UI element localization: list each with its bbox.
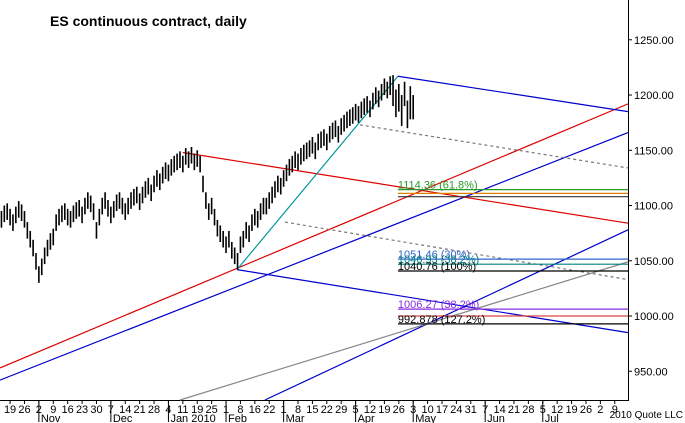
y-tick-label: 1200.00 [634, 90, 674, 102]
x-tick-label: 19 [565, 404, 577, 416]
x-tick-label: 29 [335, 404, 347, 416]
x-tick-label: 23 [76, 404, 88, 416]
x-tick-label: 19 [4, 404, 16, 416]
fib-label: 1114.36 (61.8%) [398, 180, 478, 192]
month-label: Nov [41, 413, 61, 423]
x-tick-label: 12 [551, 404, 563, 416]
x-tick-label: 24 [450, 404, 462, 416]
y-tick-label: 1000.00 [634, 311, 674, 323]
y-tick-label: 1150.00 [634, 145, 673, 157]
trendline [397, 75, 629, 113]
month-label: Jan 2010 [170, 413, 215, 423]
month-label: Dec [113, 413, 133, 423]
x-tick-label: 22 [321, 404, 333, 416]
x-tick-label: 16 [62, 404, 74, 416]
y-tick-label: 1100.00 [634, 201, 673, 213]
x-tick-label: 22 [263, 404, 275, 416]
trendline [182, 151, 629, 224]
month-label: Feb [228, 413, 247, 423]
x-tick-label: 8 [295, 404, 301, 416]
x-tick-label: 10 [421, 404, 433, 416]
x-tick-label: 12 [364, 404, 376, 416]
x-tick-label: 26 [580, 404, 592, 416]
fib-label: 1051.46 (30%) [398, 249, 470, 261]
x-tick-label: 28 [522, 404, 534, 416]
x-tick-label: 30 [90, 404, 102, 416]
x-tick-label: 26 [393, 404, 405, 416]
x-tick-label: 8 [237, 404, 243, 416]
x-tick-label: 28 [148, 404, 160, 416]
x-tick-label: 25 [206, 404, 218, 416]
x-tick-label: 14 [493, 404, 505, 416]
x-tick-label: 19 [378, 404, 390, 416]
trendline [284, 221, 629, 281]
fib-label: 1040.76 (100%) [398, 261, 476, 273]
chart-title: ES continuous contract, daily [50, 13, 247, 29]
month-label: Jun [487, 413, 505, 423]
x-tick-label: 14 [119, 404, 131, 416]
month-label: Mar [286, 413, 305, 423]
x-tick-label: 9 [50, 404, 56, 416]
trendline [0, 132, 629, 381]
fib-label: 1006.27 (38.2%) [398, 299, 479, 311]
y-tick-label: 1050.00 [634, 256, 674, 268]
x-tick-label: 11 [177, 404, 188, 416]
x-tick-label: 21 [508, 404, 520, 416]
x-tick-label: 21 [134, 404, 146, 416]
x-tick-label: 31 [465, 404, 477, 416]
x-tick-label: 2 [597, 404, 603, 416]
trendline [236, 75, 399, 270]
fib-label: 992.878 (127.2%) [398, 314, 485, 326]
y-tick-label: 1250.00 [634, 35, 674, 47]
copyright: 2010 Quote LLC [610, 410, 683, 421]
x-tick-label: 17 [436, 404, 448, 416]
trendline [264, 229, 629, 401]
x-tick-label: 15 [306, 404, 318, 416]
month-label: Apr [358, 413, 375, 423]
trendline [0, 103, 629, 369]
trendline [179, 261, 629, 401]
x-tick-label: 26 [18, 404, 30, 416]
x-tick-label: 16 [249, 404, 261, 416]
y-tick-label: 950.00 [634, 366, 668, 378]
fib-label: 1046.93 (38.2%) [398, 254, 479, 266]
month-label: May [415, 413, 436, 423]
month-label: Jul [545, 413, 559, 423]
x-tick-label: 9 [612, 404, 618, 416]
trendline [236, 269, 629, 334]
x-tick-label: 19 [191, 404, 203, 416]
